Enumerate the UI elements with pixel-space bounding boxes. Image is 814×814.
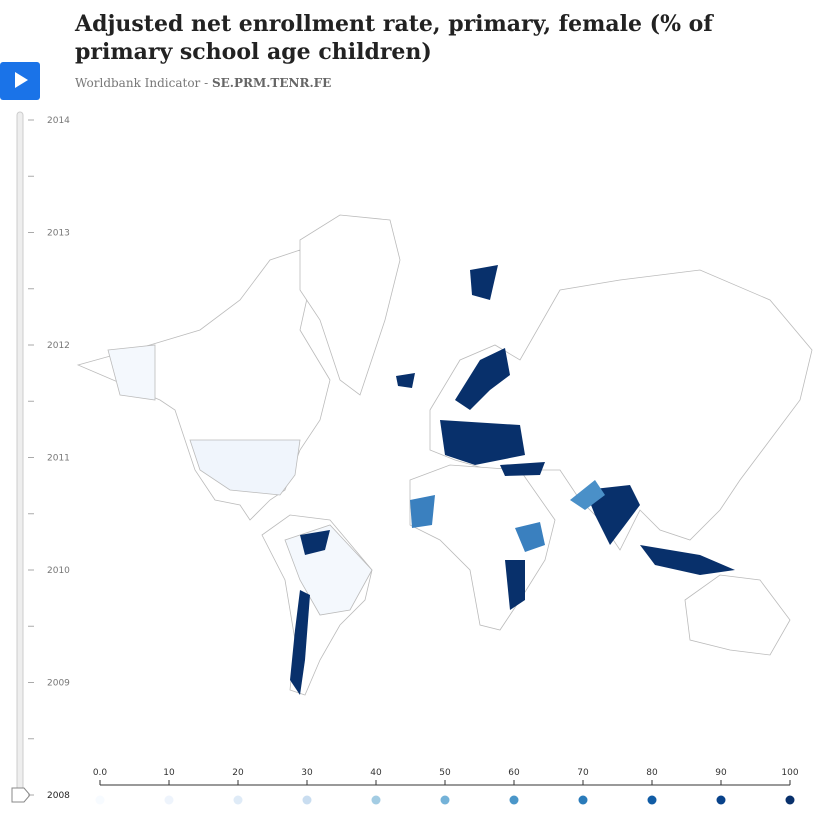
legend-tick-label: 50 (439, 768, 451, 778)
legend-tick-label: 40 (370, 768, 382, 778)
region-light (107, 344, 156, 401)
legend-swatch (578, 795, 588, 805)
timeline-year: 2012 (47, 341, 70, 351)
legend-swatch (440, 795, 450, 805)
legend-swatch (164, 795, 174, 805)
region-dark (585, 485, 640, 545)
region-dark (500, 462, 545, 476)
region-dark (505, 560, 525, 610)
legend-swatch (785, 795, 795, 805)
legend-tick-label: 0.0 (93, 768, 108, 778)
timeline-year: 2008 (47, 791, 70, 801)
legend-swatch (371, 795, 381, 805)
subtitle-prefix: Worldbank Indicator - (75, 76, 212, 90)
north-america (76, 249, 331, 521)
timeline-year: 2011 (47, 454, 70, 464)
legend-swatch (647, 795, 657, 805)
region-mid (515, 522, 545, 552)
legend-swatch (716, 795, 726, 805)
legend-tick-label: 100 (781, 768, 798, 778)
region-light (189, 439, 301, 496)
region-mid (570, 480, 605, 510)
legend-tick-label: 20 (232, 768, 244, 778)
legend-tick-label: 30 (301, 768, 313, 778)
subtitle: Worldbank Indicator - SE.PRM.TENR.FE (75, 76, 331, 90)
timeline-year: 2010 (47, 566, 70, 576)
region-dark (440, 420, 525, 465)
region-dark (470, 265, 498, 300)
timeline-track[interactable] (16, 111, 24, 795)
legend-tick-label: 90 (715, 768, 727, 778)
australia (684, 574, 791, 656)
region-dark (640, 545, 735, 575)
title: Adjusted net enrollment rate, primary, f… (75, 11, 713, 65)
timeline-year: 2014 (47, 116, 70, 126)
legend-swatch (509, 795, 519, 805)
legend-tick-label: 80 (646, 768, 658, 778)
legend-tick-label: 60 (508, 768, 520, 778)
legend-swatch (95, 795, 105, 805)
region-dark (455, 348, 510, 410)
play-icon (15, 71, 28, 88)
legend-swatch (302, 795, 312, 805)
timeline-handle[interactable] (11, 787, 31, 803)
indicator-code: SE.PRM.TENR.FE (211, 76, 332, 90)
greenland (299, 214, 401, 396)
region-mid (410, 495, 435, 528)
legend-tick-label: 10 (163, 768, 175, 778)
play-button[interactable] (0, 62, 40, 100)
region-dark (396, 373, 415, 388)
timeline-year: 2009 (47, 679, 70, 689)
timeline-year: 2013 (47, 229, 70, 239)
legend-swatch (233, 795, 243, 805)
region-dark (290, 590, 310, 695)
world-map (76, 214, 813, 696)
region-dark (300, 530, 330, 555)
legend-tick-label: 70 (577, 768, 589, 778)
